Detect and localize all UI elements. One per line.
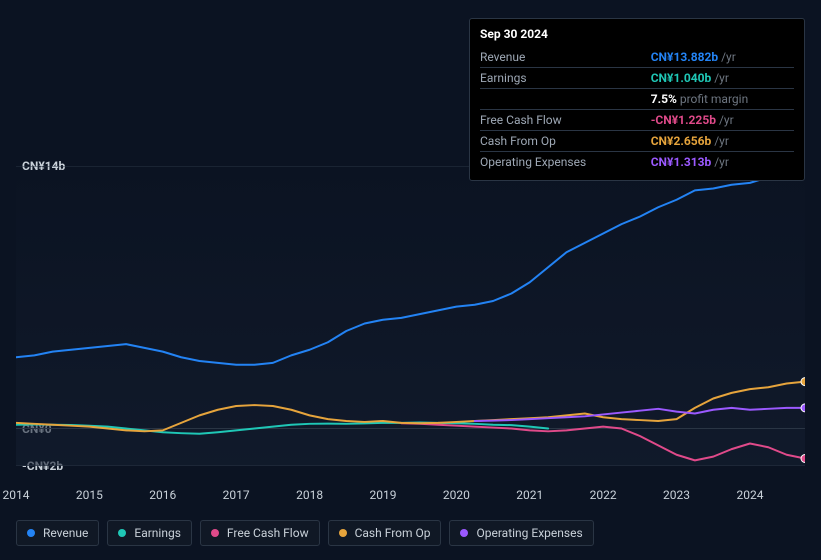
tooltip-row: Operating ExpensesCN¥1.313b/yr: [480, 152, 794, 173]
tooltip-row-label: Free Cash Flow: [480, 110, 651, 131]
x-tick-label: 2014: [3, 488, 30, 502]
legend-dot-icon: [211, 529, 219, 537]
legend-label: Cash From Op: [355, 526, 431, 540]
x-tick-label: 2015: [76, 488, 103, 502]
tooltip-row: EarningsCN¥1.040b/yr: [480, 68, 794, 89]
tooltip-table: RevenueCN¥13.882b/yrEarningsCN¥1.040b/yr…: [480, 47, 794, 172]
x-tick-label: 2024: [736, 488, 763, 502]
tooltip-row-value: 7.5%profit margin: [651, 89, 794, 110]
legend-label: Free Cash Flow: [227, 526, 309, 540]
tooltip-row-value: CN¥2.656b/yr: [651, 131, 794, 152]
tooltip-row-label: Operating Expenses: [480, 152, 651, 173]
legend-item-earnings[interactable]: Earnings: [107, 520, 192, 546]
tooltip-row-value: -CN¥1.225b/yr: [651, 110, 794, 131]
series-end-dot: [801, 404, 805, 412]
x-tick-label: 2019: [369, 488, 396, 502]
x-tick-label: 2023: [663, 488, 690, 502]
x-tick-label: 2018: [296, 488, 323, 502]
x-tick-label: 2016: [149, 488, 176, 502]
x-tick-label: 2017: [223, 488, 250, 502]
series-end-dot: [801, 455, 805, 463]
tooltip-row: Cash From OpCN¥2.656b/yr: [480, 131, 794, 152]
legend-item-revenue[interactable]: Revenue: [16, 520, 99, 546]
tooltip-row: 7.5%profit margin: [480, 89, 794, 110]
legend: Revenue Earnings Free Cash Flow Cash From O…: [16, 520, 594, 546]
legend-label: Earnings: [134, 526, 181, 540]
legend-dot-icon: [339, 529, 347, 537]
legend-item-operating-expenses[interactable]: Operating Expenses: [449, 520, 593, 546]
tooltip-row-label: Cash From Op: [480, 131, 651, 152]
x-tick-label: 2020: [443, 488, 470, 502]
tooltip-row-label: [480, 89, 651, 110]
tooltip-row-value: CN¥1.040b/yr: [651, 68, 794, 89]
x-axis: 2014201520162017201820192020202120222023…: [16, 488, 805, 504]
financials-chart: CN¥14bCN¥0-CN¥2b 20142015201620172018201…: [16, 158, 805, 506]
legend-item-free-cash-flow[interactable]: Free Cash Flow: [200, 520, 320, 546]
legend-label: Revenue: [43, 526, 88, 540]
tooltip-row-label: Revenue: [480, 47, 651, 68]
tooltip-date: Sep 30 2024: [480, 27, 794, 47]
legend-item-cash-from-op[interactable]: Cash From Op: [328, 520, 442, 546]
legend-dot-icon: [118, 529, 126, 537]
legend-dot-icon: [460, 529, 468, 537]
legend-label: Operating Expenses: [476, 526, 582, 540]
tooltip-row: Free Cash Flow-CN¥1.225b/yr: [480, 110, 794, 131]
x-tick-label: 2021: [516, 488, 543, 502]
series-end-dot: [801, 378, 805, 386]
series-cash-from-op: [16, 382, 805, 432]
series-operating-expenses: [475, 408, 805, 421]
x-tick-label: 2022: [590, 488, 617, 502]
plot-area[interactable]: [16, 166, 805, 466]
tooltip-row: RevenueCN¥13.882b/yr: [480, 47, 794, 68]
chart-tooltip: Sep 30 2024 RevenueCN¥13.882b/yrEarnings…: [469, 18, 805, 181]
tooltip-row-label: Earnings: [480, 68, 651, 89]
tooltip-row-value: CN¥1.313b/yr: [651, 152, 794, 173]
tooltip-row-value: CN¥13.882b/yr: [651, 47, 794, 68]
series-revenue: [16, 168, 805, 365]
legend-dot-icon: [27, 529, 35, 537]
